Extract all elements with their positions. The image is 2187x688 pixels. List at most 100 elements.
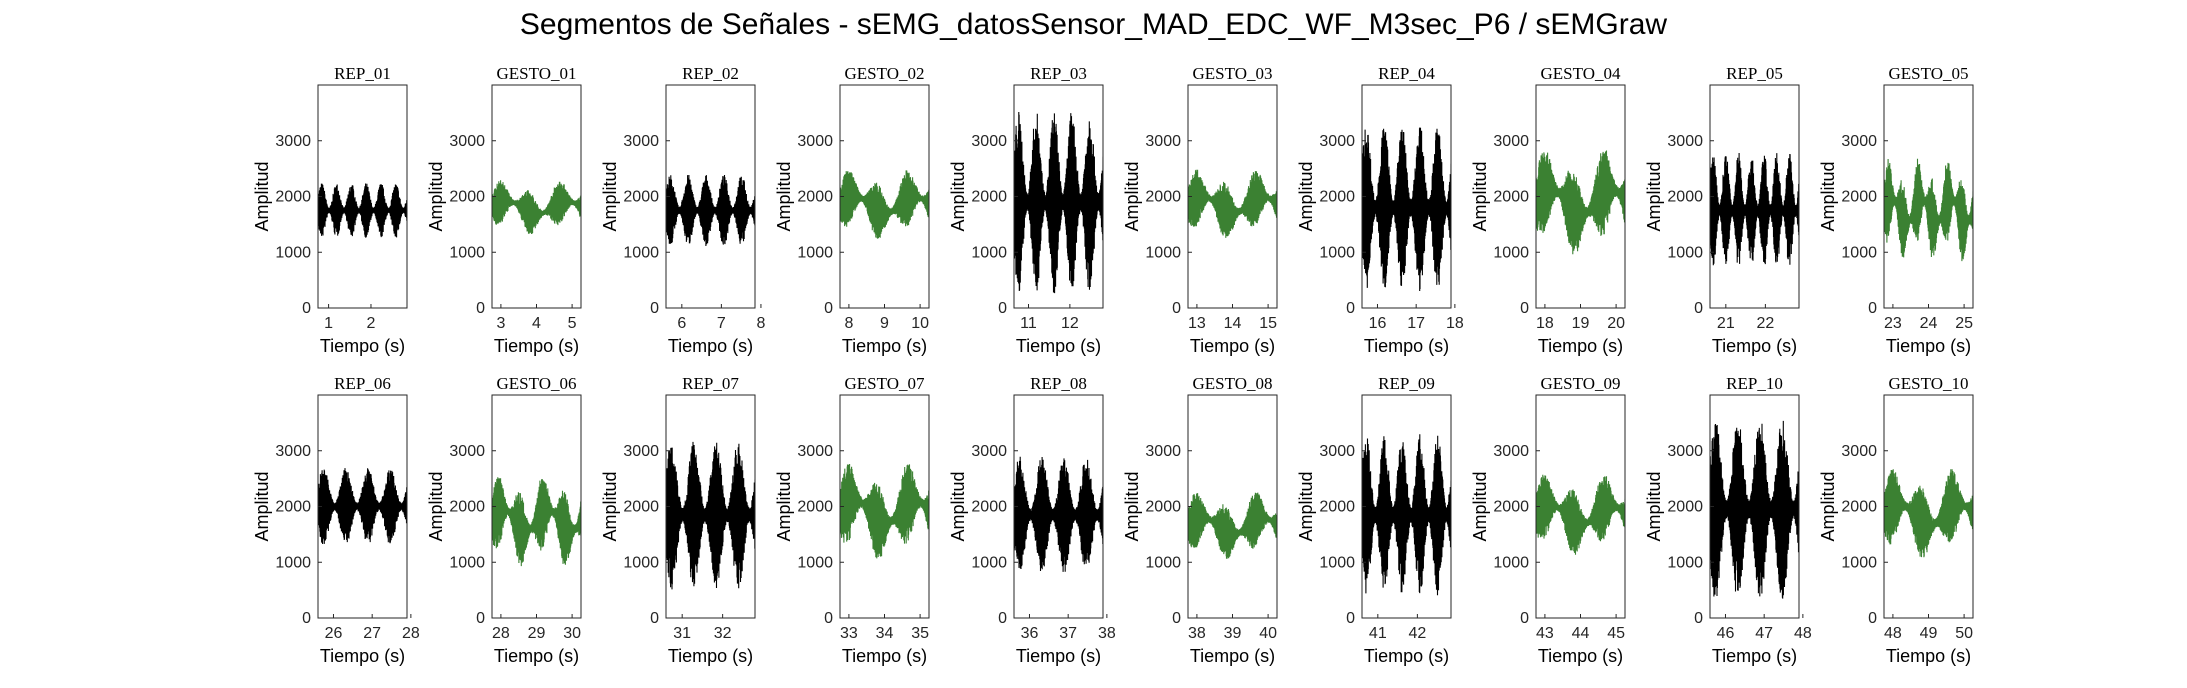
subplot-gesto_05: 0 1000 2000 3000 23 24 25 GESTO_05 Tiempo (s) Amp… — [1818, 64, 1974, 356]
signal-trace — [318, 183, 407, 238]
x-axis-label: Tiempo (s) — [320, 336, 405, 356]
y-tick-label: 0 — [1172, 300, 1181, 317]
y-tick-label: 0 — [998, 610, 1007, 627]
y-tick-label: 3000 — [1493, 133, 1529, 150]
subplot-gesto_08: 0 1000 2000 3000 38 39 40 GESTO_08 Tiempo (s) Amp… — [1122, 374, 1278, 666]
y-axis-label: Amplitud — [1818, 161, 1838, 231]
x-tick-label: 18 — [1536, 315, 1554, 332]
y-axis-label: Amplitud — [1122, 161, 1142, 231]
x-axis-label: Tiempo (s) — [320, 646, 405, 666]
y-tick-label: 2000 — [275, 189, 311, 206]
x-tick-label: 6 — [677, 315, 686, 332]
subplot-title: REP_03 — [1030, 64, 1087, 83]
subplot-rep_04: 0 1000 2000 3000 16 17 18 REP_04 Tiempo (s) Ampli… — [1296, 64, 1464, 356]
y-tick-label: 3000 — [971, 443, 1007, 460]
y-tick-label: 0 — [650, 300, 659, 317]
x-tick-label: 13 — [1188, 315, 1206, 332]
y-axis-label: Amplitud — [774, 471, 794, 541]
signal-trace — [1362, 127, 1451, 292]
x-axis-label: Tiempo (s) — [1886, 336, 1971, 356]
x-tick-label: 18 — [1446, 315, 1464, 332]
subplot-gesto_06: 0 1000 2000 3000 28 29 30 GESTO_06 Tiempo (s) Amp… — [426, 374, 582, 666]
subplot-gesto_01: 0 1000 2000 3000 3 4 5 GESTO_01 Tiempo (s) Amplit… — [426, 64, 582, 356]
y-tick-label: 0 — [1694, 300, 1703, 317]
x-axis-label: Tiempo (s) — [1538, 646, 1623, 666]
y-tick-label: 0 — [302, 610, 311, 627]
subplot-rep_01: 0 1000 2000 3000 1 2 REP_01 Tiempo (s) Amplitud — [252, 64, 408, 356]
y-tick-label: 1000 — [1841, 244, 1877, 261]
y-tick-label: 2000 — [1319, 499, 1355, 516]
x-axis-label: Tiempo (s) — [1016, 646, 1101, 666]
signal-trace — [1536, 474, 1625, 555]
x-tick-label: 9 — [880, 315, 889, 332]
y-tick-label: 0 — [998, 300, 1007, 317]
y-tick-label: 1000 — [623, 554, 659, 571]
signal-trace — [1884, 469, 1973, 558]
x-tick-label: 22 — [1756, 315, 1774, 332]
x-tick-label: 31 — [673, 625, 691, 642]
subplot-title: REP_10 — [1726, 374, 1783, 393]
signal-trace — [1884, 158, 1973, 262]
x-tick-label: 38 — [1188, 625, 1206, 642]
y-tick-label: 3000 — [1841, 133, 1877, 150]
y-tick-label: 0 — [824, 300, 833, 317]
y-axis-label: Amplitud — [426, 471, 446, 541]
x-tick-label: 45 — [1607, 625, 1625, 642]
x-axis-label: Tiempo (s) — [1538, 336, 1623, 356]
y-tick-label: 0 — [824, 610, 833, 627]
x-tick-label: 28 — [402, 625, 420, 642]
x-tick-label: 39 — [1224, 625, 1242, 642]
x-tick-label: 50 — [1955, 625, 1973, 642]
x-tick-label: 47 — [1755, 625, 1773, 642]
y-tick-label: 1000 — [1667, 554, 1703, 571]
signal-trace — [318, 468, 407, 545]
subplot-title: GESTO_02 — [845, 64, 925, 83]
y-tick-label: 0 — [650, 610, 659, 627]
y-tick-label: 2000 — [1667, 499, 1703, 516]
x-tick-label: 26 — [325, 625, 343, 642]
y-tick-label: 1000 — [1319, 244, 1355, 261]
y-tick-label: 2000 — [797, 189, 833, 206]
y-axis-label: Amplitud — [1296, 161, 1316, 231]
subplot-title: REP_07 — [682, 374, 739, 393]
signal-trace — [1014, 111, 1103, 294]
y-tick-label: 3000 — [623, 443, 659, 460]
x-tick-label: 46 — [1717, 625, 1735, 642]
x-axis-label: Tiempo (s) — [1886, 646, 1971, 666]
x-tick-label: 44 — [1572, 625, 1590, 642]
x-tick-label: 37 — [1059, 625, 1077, 642]
y-tick-label: 1000 — [797, 554, 833, 571]
y-axis-label: Amplitud — [600, 471, 620, 541]
y-tick-label: 0 — [1868, 300, 1877, 317]
x-tick-label: 4 — [532, 315, 541, 332]
x-axis-label: Tiempo (s) — [1364, 646, 1449, 666]
x-tick-label: 20 — [1607, 315, 1625, 332]
y-tick-label: 2000 — [1145, 499, 1181, 516]
x-tick-label: 35 — [911, 625, 929, 642]
subplot-title: GESTO_06 — [497, 374, 577, 393]
y-tick-label: 3000 — [449, 443, 485, 460]
y-axis-label: Amplitud — [1296, 471, 1316, 541]
y-tick-label: 2000 — [623, 499, 659, 516]
subplot-title: REP_09 — [1378, 374, 1435, 393]
y-axis-label: Amplitud — [600, 161, 620, 231]
subplot-title: REP_06 — [334, 374, 391, 393]
x-tick-label: 40 — [1259, 625, 1277, 642]
signal-trace — [840, 463, 929, 559]
y-tick-label: 1000 — [971, 554, 1007, 571]
x-axis-label: Tiempo (s) — [842, 646, 927, 666]
signal-trace — [1188, 169, 1277, 238]
x-tick-label: 2 — [367, 315, 376, 332]
y-tick-label: 2000 — [1841, 189, 1877, 206]
y-tick-label: 2000 — [1145, 189, 1181, 206]
subplot-rep_09: 0 1000 2000 3000 41 42 REP_09 Tiempo (s) Amplitu… — [1296, 374, 1452, 666]
subplot-rep_02: 0 1000 2000 3000 6 7 8 REP_02 Tiempo (s) Amplitud — [600, 64, 765, 356]
y-tick-label: 3000 — [797, 133, 833, 150]
subplot-title: GESTO_05 — [1889, 64, 1969, 83]
x-axis-label: Tiempo (s) — [842, 336, 927, 356]
y-tick-label: 1000 — [275, 554, 311, 571]
x-tick-label: 42 — [1408, 625, 1426, 642]
x-axis-label: Tiempo (s) — [668, 336, 753, 356]
